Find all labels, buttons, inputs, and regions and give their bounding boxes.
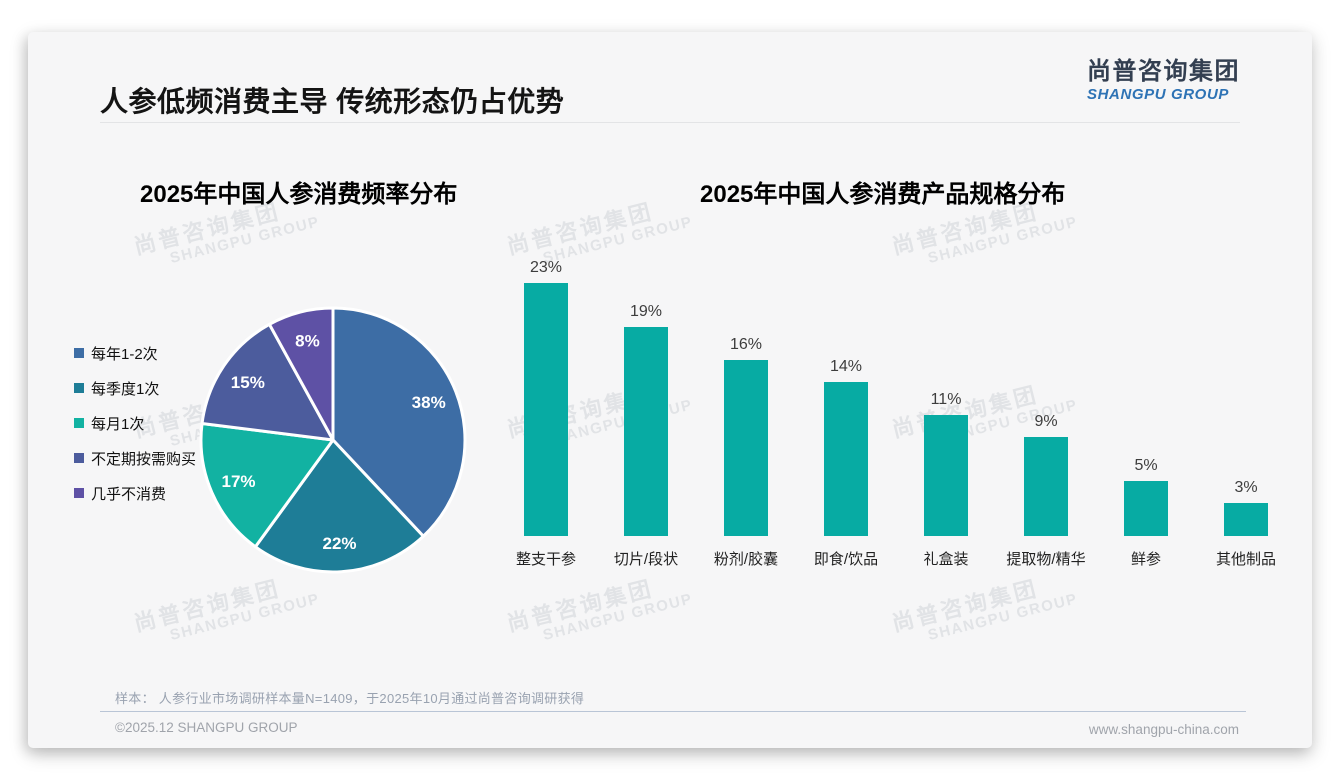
legend-swatch xyxy=(74,418,84,428)
bar xyxy=(1024,437,1068,536)
pie-slice xyxy=(267,306,335,442)
bar-value-label: 23% xyxy=(529,259,563,276)
pie-slice xyxy=(200,322,335,442)
legend-item: 几乎不消费 xyxy=(74,482,196,504)
bar xyxy=(1124,481,1168,536)
website-text: www.shangpu-china.com xyxy=(1088,722,1239,737)
legend-label: 每季度1次 xyxy=(91,380,160,398)
bar-value-label: 9% xyxy=(1034,413,1058,430)
logo-text-cn: 尚普咨询集团 xyxy=(1087,58,1240,85)
title-divider xyxy=(100,122,1240,123)
legend-swatch xyxy=(74,348,84,358)
legend-item: 每年1-2次 xyxy=(74,342,196,364)
legend-swatch xyxy=(74,383,84,393)
pie-slice-label: 38% xyxy=(412,393,446,412)
shangpu-logo: 尚普咨询集团 SHANGPU GROUP xyxy=(1087,58,1240,103)
logo-text-en: SHANGPU GROUP xyxy=(1087,85,1229,103)
pie-chart: 38% 22% 17% 15% 8% xyxy=(199,306,467,574)
pie-slice-label: 17% xyxy=(221,472,255,491)
bar xyxy=(1224,503,1268,536)
footer-divider xyxy=(100,711,1246,712)
pie-chart-title: 2025年中国人参消费频率分布 xyxy=(140,181,458,208)
bar xyxy=(524,283,568,536)
bar-chart-title: 2025年中国人参消费产品规格分布 xyxy=(700,181,1066,208)
bar-value-label: 3% xyxy=(1234,479,1258,496)
legend-item: 每季度1次 xyxy=(74,377,196,399)
legend-label: 每年1-2次 xyxy=(91,345,158,363)
page-title: 人参低频消费主导 传统形态仍占优势 xyxy=(100,86,565,117)
legend-label: 每月1次 xyxy=(91,415,145,433)
bar-category-label: 其他制品 xyxy=(1215,551,1276,568)
legend-swatch xyxy=(74,488,84,498)
bar-value-label: 14% xyxy=(829,358,863,375)
pie-slice-label: 22% xyxy=(322,534,356,553)
sample-note: 样本： 人参行业市场调研样本量N=1409，于2025年10月通过尚普咨询调研获… xyxy=(115,691,585,706)
bar-value-label: 11% xyxy=(930,391,962,408)
pie-slice xyxy=(331,306,467,538)
bar-category-label: 粉剂/胶囊 xyxy=(713,551,779,568)
pie-slice xyxy=(253,438,425,574)
legend-item: 不定期按需购买 xyxy=(74,447,196,469)
slide-card: 尚普咨询集团 SHANGPU GROUP 尚普咨询集团 SHANGPU GROUP 尚普… xyxy=(28,32,1312,748)
bar-category-label: 提取物/精华 xyxy=(1006,551,1086,568)
bar-value-label: 16% xyxy=(729,336,763,353)
bar-category-label: 即食/饮品 xyxy=(813,551,879,568)
bar xyxy=(624,327,668,536)
legend-label: 不定期按需购买 xyxy=(91,450,197,468)
bar-category-label: 整支干参 xyxy=(515,551,576,568)
pie-slice-label: 8% xyxy=(295,331,320,350)
bar-value-label: 19% xyxy=(629,303,663,320)
legend-label: 几乎不消费 xyxy=(91,485,167,503)
pie-slice xyxy=(199,421,335,549)
bar-value-label: 5% xyxy=(1134,457,1158,474)
legend-item: 每月1次 xyxy=(74,412,196,434)
legend-swatch xyxy=(74,453,84,463)
pie-slice-label: 15% xyxy=(231,373,265,392)
pie-legend: 每年1-2次 每季度1次每月1次不定期按需购买 几乎不消费 xyxy=(74,342,196,517)
bar xyxy=(824,382,868,536)
bar-category-label: 鲜参 xyxy=(1130,551,1161,568)
bar-category-label: 礼盒装 xyxy=(923,551,969,568)
bar xyxy=(724,360,768,536)
bar-category-label: 切片/段状 xyxy=(613,551,679,568)
bar-plot: 23% 整支干参 19% 切片/段状 16% 粉剂/胶囊 14% 即食/饮品 11% 礼盒装 9% 提… xyxy=(496,259,1296,568)
bar xyxy=(924,415,968,536)
copyright-text: ©2025.12 SHANGPU GROUP xyxy=(115,720,298,735)
